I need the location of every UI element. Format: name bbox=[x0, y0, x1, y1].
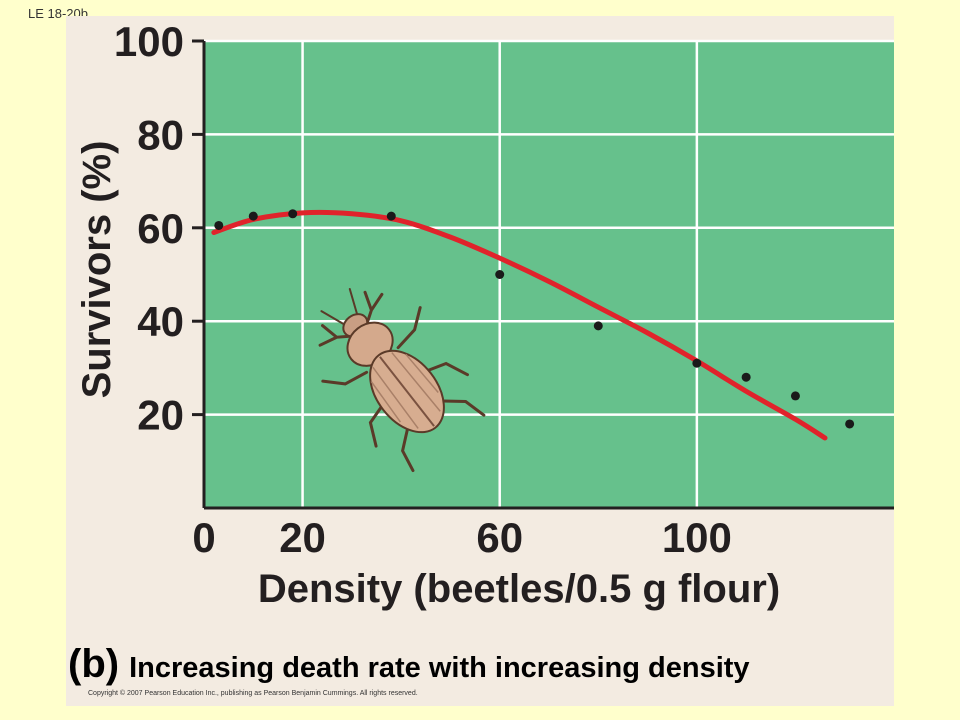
x-tick-label-20: 20 bbox=[279, 514, 326, 561]
beetle-illustration bbox=[318, 287, 486, 473]
axes bbox=[192, 39, 894, 510]
data-point bbox=[248, 211, 258, 221]
copyright-notice: Copyright © 2007 Pearson Education Inc.,… bbox=[88, 690, 418, 697]
y-axis-title: Survivors (%) bbox=[75, 141, 119, 399]
data-point bbox=[214, 220, 224, 230]
y-tick-label-20: 20 bbox=[137, 392, 184, 439]
data-points bbox=[214, 209, 855, 429]
tick-labels: 20 40 60 80 100 0 20 60 100 bbox=[114, 18, 732, 561]
x-tick-label-0: 0 bbox=[192, 514, 215, 561]
data-point bbox=[288, 209, 298, 219]
plot-area bbox=[204, 41, 894, 508]
y-tick-label-80: 80 bbox=[137, 111, 184, 158]
caption-text: Increasing death rate with increasing de… bbox=[129, 652, 750, 684]
x-tick-label-100: 100 bbox=[662, 514, 732, 561]
caption-letter: (b) bbox=[68, 642, 120, 686]
fitted-curve bbox=[211, 209, 828, 441]
y-tick-label-100: 100 bbox=[114, 18, 184, 65]
data-point bbox=[692, 358, 702, 368]
data-point bbox=[845, 419, 855, 429]
data-point bbox=[495, 270, 505, 279]
y-tick-label-40: 40 bbox=[137, 298, 184, 345]
data-point bbox=[386, 211, 396, 221]
figure-panel: 20 40 60 80 100 0 20 60 100 Survivors (%) Den bbox=[66, 16, 894, 706]
data-point bbox=[593, 321, 603, 331]
data-point bbox=[741, 372, 751, 382]
x-axis-title: Density (beetles/0.5 g flour) bbox=[258, 567, 780, 611]
grid bbox=[204, 39, 894, 508]
x-tick-label-60: 60 bbox=[476, 514, 523, 561]
figure-caption: (b) Increasing death rate with increasing… bbox=[68, 642, 750, 687]
y-tick-label-60: 60 bbox=[137, 205, 184, 252]
data-point bbox=[790, 391, 800, 401]
